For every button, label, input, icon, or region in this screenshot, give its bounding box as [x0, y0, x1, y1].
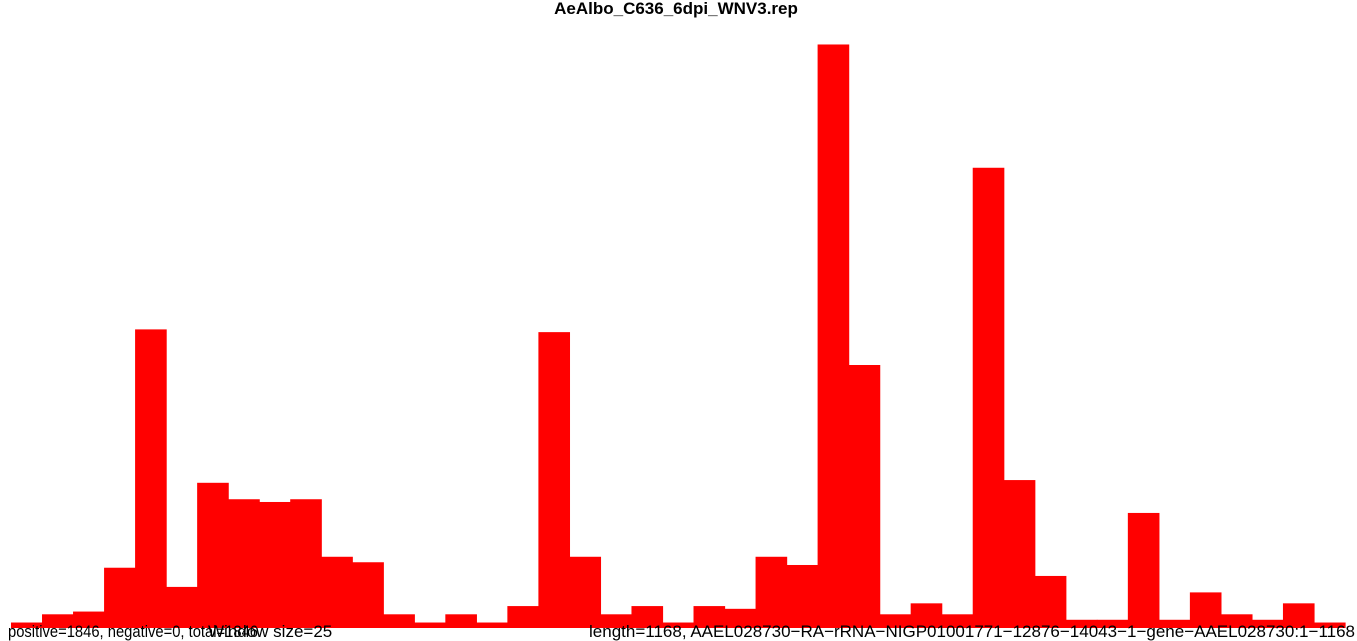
bar-27	[817, 44, 850, 629]
bar-32	[972, 167, 1005, 628]
bar-30	[910, 603, 943, 628]
bar-17	[507, 606, 539, 628]
bar-36	[1096, 619, 1129, 628]
bar-group	[11, 44, 1346, 629]
bar-1	[11, 622, 43, 628]
bar-25	[755, 556, 788, 628]
bar-18	[538, 332, 571, 628]
footer-gene-info: length=1168, AAEL028730−RA−rRNA−NIGP0100…	[589, 622, 1355, 641]
bar-39	[1189, 592, 1222, 628]
bar-37	[1127, 512, 1160, 628]
bar-8	[228, 499, 260, 628]
bar-7	[197, 482, 229, 628]
bar-38	[1158, 619, 1191, 628]
bar-34	[1034, 575, 1067, 628]
bar-6	[166, 586, 198, 628]
bar-14	[414, 622, 446, 628]
bar-13	[383, 614, 415, 628]
bar-41	[1251, 619, 1284, 628]
bar-11	[321, 556, 353, 628]
bar-23	[693, 606, 726, 628]
bar-42	[1282, 603, 1315, 628]
bar-35	[1065, 619, 1098, 628]
bar-21	[631, 606, 664, 628]
bar-22	[662, 622, 695, 628]
footer-counts: positive=1846, negative=0, total=1846	[8, 622, 258, 641]
chart-title: AeAlbo_C636_6dpi_WNV3.rep	[554, 0, 798, 18]
bar-3	[73, 611, 105, 628]
bar-26	[786, 564, 819, 628]
bar-29	[879, 614, 912, 628]
bar-5	[135, 329, 167, 628]
bar-4	[104, 567, 136, 628]
bar-20	[600, 614, 633, 628]
bar-15	[445, 614, 477, 628]
bar-33	[1003, 480, 1036, 628]
bar-16	[476, 622, 508, 628]
bar-31	[941, 614, 974, 628]
bar-19	[569, 556, 602, 628]
bar-28	[848, 365, 881, 628]
footer-window-size: Window size=25	[208, 622, 332, 641]
bar-12	[352, 562, 384, 628]
bar-40	[1220, 614, 1253, 628]
bar-10	[290, 499, 322, 628]
bar-2	[42, 614, 74, 628]
bar-9	[259, 501, 291, 628]
bar-24	[724, 608, 757, 628]
bar-43	[1313, 622, 1346, 628]
